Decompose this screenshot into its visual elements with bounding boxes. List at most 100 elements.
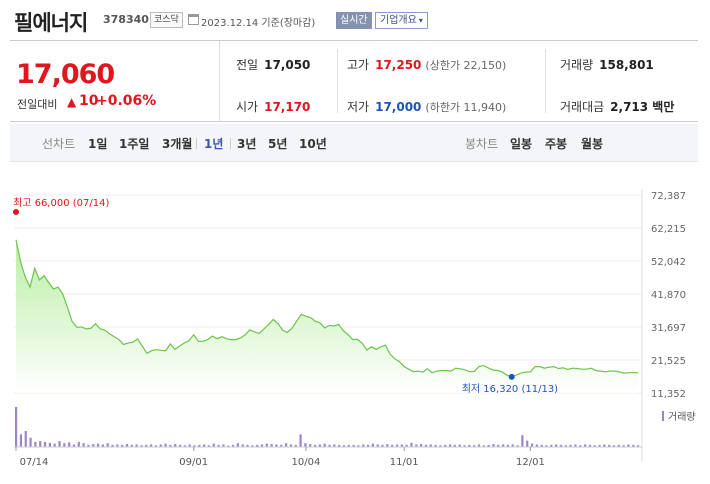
volume-bar bbox=[304, 443, 307, 447]
amount-cell: 거래대금 2,713 백만 bbox=[560, 98, 674, 115]
calendar-icon bbox=[188, 14, 199, 25]
change-label: 전일대비 bbox=[17, 98, 58, 111]
volume-bar bbox=[376, 444, 379, 447]
volume-bar bbox=[231, 444, 235, 447]
volume-bar bbox=[569, 444, 572, 447]
volume-bar bbox=[429, 444, 432, 447]
volume-bar bbox=[458, 444, 461, 447]
volume-bar bbox=[352, 444, 355, 447]
volume-bar bbox=[410, 442, 413, 447]
chart-tabs: 선차트 1일 1주일 3개월 1년 3년 5년 10년 봉차트 일봉 주봉 월봉 bbox=[10, 124, 698, 162]
volume-bar bbox=[444, 444, 447, 447]
tab-period-1d[interactable]: 1일 bbox=[88, 137, 108, 151]
volume-bar bbox=[530, 443, 534, 447]
x-tick-label: 07/14 bbox=[20, 457, 49, 468]
high-annotation: 최고 66,000 (07/14) bbox=[13, 197, 109, 209]
volume-bar bbox=[19, 434, 23, 447]
low-value: 17,000 bbox=[375, 100, 422, 114]
volume-bar bbox=[24, 431, 27, 447]
y-tick-label: 11,352 bbox=[651, 389, 686, 400]
volume-bar bbox=[434, 444, 437, 447]
volume-bar bbox=[58, 441, 61, 447]
volume-bar bbox=[540, 444, 543, 447]
volume-bar bbox=[125, 444, 129, 447]
lower-limit: (하한가 11,940) bbox=[425, 101, 507, 114]
volume-bar bbox=[381, 444, 384, 447]
volume-bar bbox=[448, 444, 452, 447]
volume-bar bbox=[395, 444, 399, 447]
current-price-box: 17,060 전일대비 ▲ 10 +0.06% bbox=[10, 41, 220, 121]
tab-period-3y[interactable]: 3년 bbox=[237, 137, 257, 151]
volume-bar bbox=[482, 445, 485, 447]
volume-bar bbox=[420, 444, 423, 447]
price-line bbox=[15, 239, 638, 378]
volume-bar bbox=[333, 444, 336, 447]
tab-period-5y[interactable]: 5년 bbox=[268, 137, 288, 151]
volume-bar bbox=[212, 443, 215, 447]
volume-bar bbox=[121, 444, 124, 447]
volume-bar bbox=[579, 445, 582, 447]
stock-header: 필에너지 378340 코스닥 2023.12.14 기준(장마감) 실시간 기… bbox=[0, 0, 710, 38]
volume-bar bbox=[256, 444, 259, 447]
volume-bar bbox=[294, 444, 297, 447]
volume-bar bbox=[63, 443, 66, 447]
volume-bar bbox=[338, 444, 341, 447]
volume-bar bbox=[203, 444, 206, 447]
price-chart: 72,387 62,215 52,042 41,870 31,697 21,525 11,3… bbox=[13, 189, 696, 468]
tab-period-3m[interactable]: 3개월 bbox=[162, 137, 193, 151]
low-label: 저가 bbox=[347, 100, 370, 114]
volume-bar bbox=[159, 444, 162, 447]
volume-chart: 거래량 bbox=[14, 407, 696, 448]
volume-bar bbox=[612, 445, 616, 447]
y-tick-label: 31,697 bbox=[651, 323, 686, 334]
x-tick-label: 10/04 bbox=[292, 457, 321, 468]
change-percent: +0.06% bbox=[96, 93, 157, 109]
tab-period-1w[interactable]: 1주일 bbox=[119, 137, 150, 151]
volume-bar bbox=[260, 444, 264, 447]
volume-bar bbox=[265, 443, 268, 447]
volume-bar bbox=[366, 444, 370, 447]
volume-bar bbox=[251, 445, 254, 447]
volume-bar bbox=[487, 444, 490, 447]
volume-bar bbox=[318, 444, 321, 447]
tab-period-1y[interactable]: 1년 bbox=[204, 137, 224, 151]
high-cell: 고가 17,250 (상한가 22,150) bbox=[347, 56, 506, 73]
divider bbox=[337, 49, 338, 113]
tab-candle-daily[interactable]: 일봉 bbox=[510, 137, 533, 151]
volume-bar bbox=[150, 444, 153, 447]
volume-bar bbox=[140, 445, 143, 447]
volume-bar bbox=[77, 441, 80, 447]
volume-bar bbox=[289, 444, 293, 447]
volume-bar bbox=[357, 445, 360, 447]
divider bbox=[230, 138, 231, 149]
volume-bar bbox=[506, 444, 510, 447]
low-cell: 저가 17,000 (하한가 11,940) bbox=[347, 98, 506, 115]
prev-close-label: 전일 bbox=[236, 58, 259, 72]
volume-bar bbox=[362, 444, 365, 447]
volume-legend-swatch bbox=[662, 411, 664, 421]
volume-bar bbox=[130, 444, 133, 447]
volume-bar bbox=[439, 445, 442, 447]
volume-bar bbox=[309, 444, 312, 447]
prev-close-value: 17,050 bbox=[264, 58, 311, 72]
low-marker bbox=[508, 373, 515, 380]
volume-bar bbox=[39, 441, 42, 447]
volume-bar bbox=[555, 444, 558, 447]
volume-bar bbox=[463, 445, 466, 447]
tab-period-10y[interactable]: 10년 bbox=[299, 137, 327, 151]
volume-bar bbox=[96, 443, 100, 447]
tab-candle-monthly[interactable]: 월봉 bbox=[581, 137, 604, 151]
volume-bar bbox=[347, 444, 350, 447]
y-axis: 72,387 62,215 52,042 41,870 31,697 21,525 11,3… bbox=[651, 191, 686, 400]
stock-name: 필에너지 bbox=[14, 11, 88, 35]
company-overview-dropdown[interactable]: 기업개요 ▾ bbox=[375, 12, 428, 29]
volume-bar bbox=[617, 444, 620, 447]
upper-limit: (상한가 22,150) bbox=[425, 59, 507, 72]
realtime-button[interactable]: 실시간 bbox=[336, 12, 372, 29]
volume-bar bbox=[391, 444, 394, 447]
volume-label: 거래량 bbox=[560, 58, 594, 72]
volume-bar bbox=[178, 444, 182, 447]
tab-candle-weekly[interactable]: 주봉 bbox=[545, 137, 568, 151]
volume-bar bbox=[183, 445, 186, 447]
chart-annotations: 최고 66,000 (07/14) 최저 16,320 (11/13) bbox=[13, 197, 558, 395]
